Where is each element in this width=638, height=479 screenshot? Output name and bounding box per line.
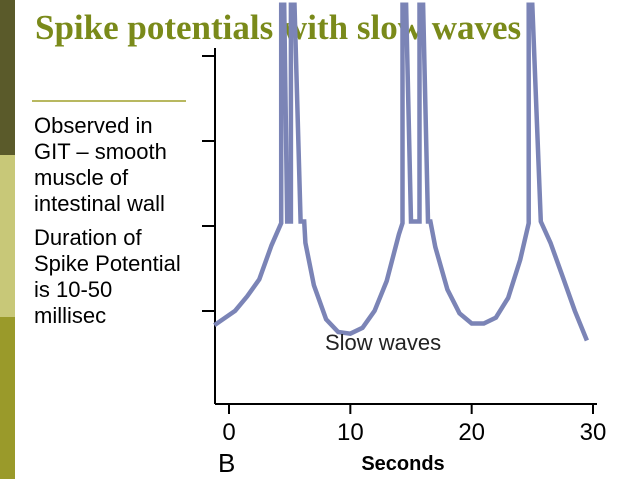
slide-sidebar — [0, 0, 15, 479]
x-tick-label: 20 — [458, 419, 485, 446]
bullet-item: Duration of Spike Potential is 10-50 mil… — [34, 225, 181, 328]
bullet-list: Observed in GIT – smooth muscle of intes… — [34, 113, 184, 337]
slide-title: Spike potentials with slow waves — [35, 8, 522, 47]
bullet-item: Observed in GIT – smooth muscle of intes… — [34, 113, 167, 216]
annotation-text: Slow waves — [325, 330, 441, 355]
title-underline — [32, 100, 186, 102]
x-axis-title: Seconds — [361, 453, 444, 475]
x-tick-label: 0 — [222, 419, 235, 446]
sidebar-segment-bottom — [0, 317, 15, 479]
sidebar-segment-top — [0, 0, 15, 155]
x-tick-label: 10 — [337, 419, 364, 446]
panel-label: B — [218, 448, 235, 478]
x-tick-label: 30 — [580, 419, 607, 446]
series-line — [213, 2, 589, 342]
sidebar-segment-middle — [0, 155, 15, 317]
